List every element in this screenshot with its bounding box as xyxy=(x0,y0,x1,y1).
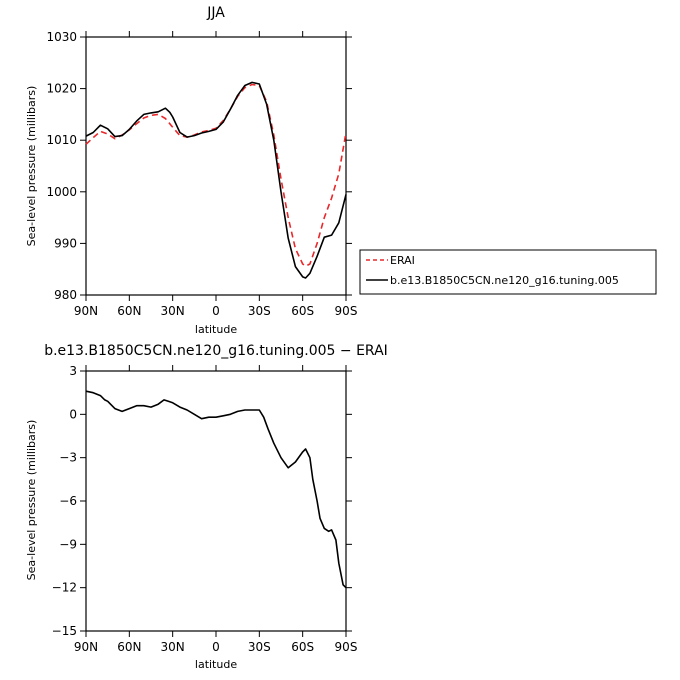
x-tick-label: 30N xyxy=(161,640,185,654)
x-tick-label: 0 xyxy=(212,640,220,654)
x-tick-label: 90N xyxy=(74,304,98,318)
top-y-axis-label: Sea-level pressure (millibars) xyxy=(25,86,38,247)
y-tick-label: 3 xyxy=(69,364,77,378)
legend-label-erai: ERAI xyxy=(390,254,415,267)
x-tick-label: 30S xyxy=(248,304,271,318)
top-x-axis-label: latitude xyxy=(195,323,237,336)
y-tick-label: −6 xyxy=(59,494,77,508)
x-tick-label: 30N xyxy=(161,304,185,318)
difference-series-line xyxy=(85,390,347,589)
top-panel: JJA 980 990 1000 1010 1020 1030 90N 60N 30N 0 30S… xyxy=(25,5,657,336)
bottom-panel: b.e13.B1850C5CN.ne120_g16.tuning.005 − E… xyxy=(25,343,388,671)
x-tick-label: 90S xyxy=(335,640,358,654)
y-tick-label: 0 xyxy=(69,407,77,421)
bottom-series-group xyxy=(85,390,347,589)
x-tick-label: 90S xyxy=(335,304,358,318)
y-tick-label: −9 xyxy=(59,537,77,551)
series-line-model xyxy=(85,81,347,279)
x-tick-label: 60N xyxy=(117,304,141,318)
y-tick-label: −12 xyxy=(52,581,77,595)
y-tick-label: 980 xyxy=(54,288,77,302)
y-tick-label: 990 xyxy=(54,236,77,250)
x-tick-label: 60S xyxy=(291,640,314,654)
y-tick-label: 1020 xyxy=(46,82,77,96)
y-tick-label: −15 xyxy=(52,624,77,638)
legend-label-model: b.e13.B1850C5CN.ne120_g16.tuning.005 xyxy=(390,274,619,287)
legend: ERAI b.e13.B1850C5CN.ne120_g16.tuning.00… xyxy=(359,249,657,295)
bottom-x-axis-label: latitude xyxy=(195,658,237,671)
x-tick-label: 60N xyxy=(117,640,141,654)
y-tick-label: 1030 xyxy=(46,30,77,44)
legend-box xyxy=(359,249,657,295)
bottom-x-axis: 90N 60N 30N 0 30S 60S 90S xyxy=(74,365,358,654)
x-tick-label: 0 xyxy=(212,304,220,318)
bottom-y-axis-label: Sea-level pressure (millibars) xyxy=(25,420,38,581)
top-x-axis: 90N 60N 30N 0 30S 60S 90S xyxy=(74,31,358,318)
x-tick-label: 90N xyxy=(74,640,98,654)
top-series-group xyxy=(85,81,347,279)
y-tick-label: 1000 xyxy=(46,185,77,199)
y-tick-label: −3 xyxy=(59,451,77,465)
bottom-chart-title: b.e13.B1850C5CN.ne120_g16.tuning.005 − E… xyxy=(44,343,388,359)
top-chart-title: JJA xyxy=(206,5,225,21)
top-plot-frame xyxy=(85,36,347,296)
y-tick-label: 1010 xyxy=(46,133,77,147)
bottom-y-axis: 3 0 −3 −6 −9 −12 −15 xyxy=(52,364,352,638)
series-line-erai xyxy=(85,83,347,267)
x-tick-label: 60S xyxy=(291,304,314,318)
x-tick-label: 30S xyxy=(248,640,271,654)
top-y-axis: 980 990 1000 1010 1020 1030 xyxy=(46,30,352,302)
